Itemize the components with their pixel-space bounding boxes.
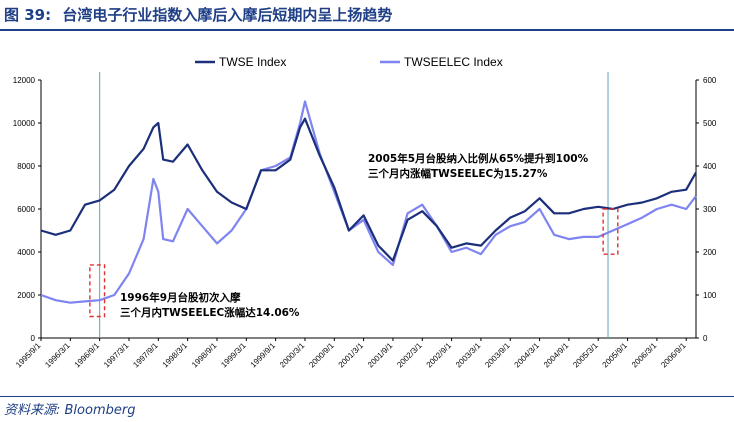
y-right-tick-label: 600 xyxy=(703,76,717,85)
x-tick-label: 2000/3/1 xyxy=(278,341,307,370)
source-note: 资料来源: Bloomberg xyxy=(4,403,136,418)
x-tick-label: 1999/3/1 xyxy=(219,341,248,370)
x-tick-label: 2003/3/1 xyxy=(454,341,483,370)
source-rule xyxy=(0,396,734,397)
x-tick-label: 1999/9/1 xyxy=(249,341,278,370)
x-tick-label: 2001/3/1 xyxy=(337,341,366,370)
y-right-tick-label: 500 xyxy=(703,119,717,128)
x-tick-label: 2005/9/1 xyxy=(601,341,630,370)
x-tick-label: 2006/9/1 xyxy=(659,341,688,370)
x-tick-label: 1995/9/1 xyxy=(14,341,43,370)
annotation-text: 三个月内涨幅TWSEELEC为15.27% xyxy=(368,167,548,180)
line-chart: TWSE Index TWSEELEC Index 1996年9月台股初次入摩三个… xyxy=(13,55,717,369)
figure-title-label: 图 39: xyxy=(4,6,52,24)
annotation-text: 1996年9月台股初次入摩 xyxy=(120,291,241,304)
x-tick-label: 2000/9/1 xyxy=(307,341,336,370)
y-left-tick-label: 8000 xyxy=(17,162,35,171)
series-layer xyxy=(40,100,697,304)
y-axis-left: 0 2000 4000 6000 8000 10000 12000 xyxy=(13,76,41,343)
x-tick-label: 2004/9/1 xyxy=(542,341,571,370)
twse-index-line xyxy=(40,117,697,262)
x-tick-label: 1996/9/1 xyxy=(73,341,102,370)
y-left-tick-label: 2000 xyxy=(17,291,35,300)
title-rule xyxy=(0,29,734,31)
y-right-tick-label: 300 xyxy=(703,205,717,214)
x-tick-label: 2003/9/1 xyxy=(483,341,512,370)
y-right-tick-label: 100 xyxy=(703,291,717,300)
x-tick-label: 2002/3/1 xyxy=(395,341,424,370)
y-left-tick-label: 0 xyxy=(31,334,36,343)
x-tick-label: 2006/3/1 xyxy=(630,341,659,370)
annotation-box xyxy=(89,264,106,318)
reference-lines xyxy=(99,72,609,338)
twseelec-index-line xyxy=(40,100,697,304)
y-right-tick-label: 200 xyxy=(703,248,717,257)
annotation-box xyxy=(602,208,619,255)
legend-label: TWSEELEC Index xyxy=(404,55,503,69)
legend: TWSE Index TWSEELEC Index xyxy=(195,55,503,69)
y-axis-right: 0 100 200 300 400 500 600 xyxy=(696,76,717,343)
x-tick-label: 1998/3/1 xyxy=(161,341,190,370)
annotation-text: 三个月内TWSEELEC涨幅达14.06% xyxy=(120,306,300,319)
x-tick-label: 1998/9/1 xyxy=(190,341,219,370)
annotation-text: 2005年5月台股纳入比例从65%提升到100% xyxy=(368,152,589,165)
x-tick-label: 2005/3/1 xyxy=(571,341,600,370)
y-left-tick-label: 12000 xyxy=(13,76,36,85)
y-left-tick-label: 4000 xyxy=(17,248,35,257)
x-tick-label: 1997/3/1 xyxy=(102,341,131,370)
y-left-tick-label: 6000 xyxy=(17,205,35,214)
figure-title-text: 台湾电子行业指数入摩后入摩后短期内呈上扬趋势 xyxy=(62,6,393,24)
x-axis: 1995/9/1 1996/3/1 1996/9/1 1997/3/1 1997/9/1… xyxy=(14,338,688,369)
legend-label: TWSE Index xyxy=(219,55,286,69)
x-tick-label: 2001/9/1 xyxy=(366,341,395,370)
x-tick-label: 1997/9/1 xyxy=(131,341,160,370)
x-tick-label: 2002/9/1 xyxy=(425,341,454,370)
y-left-tick-label: 10000 xyxy=(13,119,36,128)
y-right-tick-label: 400 xyxy=(703,162,717,171)
x-tick-label: 1996/3/1 xyxy=(43,341,72,370)
x-tick-label: 2004/3/1 xyxy=(513,341,542,370)
figure-title: 图 39: 台湾电子行业指数入摩后入摩后短期内呈上扬趋势 xyxy=(4,3,392,27)
y-right-tick-label: 0 xyxy=(703,334,708,343)
